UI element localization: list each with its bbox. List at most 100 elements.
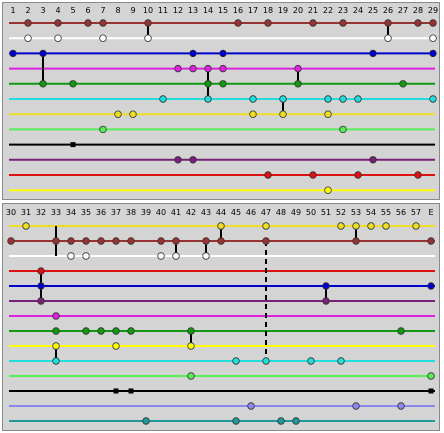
station-node <box>69 80 77 88</box>
station-node <box>279 95 287 103</box>
station-node <box>279 110 287 118</box>
station-node <box>324 110 332 118</box>
station-node <box>264 171 272 179</box>
station-node <box>232 417 240 425</box>
column-label: 27 <box>398 6 408 15</box>
station-node <box>202 237 210 245</box>
station-node <box>189 64 197 73</box>
station-node <box>187 342 195 350</box>
station-node <box>384 34 392 42</box>
column-label: 42 <box>186 208 196 217</box>
stop-marker <box>428 388 434 394</box>
column-label: 49 <box>291 208 301 217</box>
station-node <box>352 237 360 245</box>
column-label: 15 <box>218 6 228 15</box>
station-node <box>339 19 347 27</box>
column-label: E <box>428 208 433 217</box>
column-label: 19 <box>278 6 288 15</box>
station-node <box>294 80 302 88</box>
station-node <box>112 237 120 245</box>
station-node <box>399 80 407 88</box>
station-node <box>37 297 45 305</box>
station-node <box>337 357 345 365</box>
column-label: 17 <box>248 6 258 15</box>
column-label: 8 <box>115 6 120 15</box>
column-label: 35 <box>81 208 91 217</box>
station-node <box>429 34 437 42</box>
column-label: 37 <box>111 208 121 217</box>
column-label: 4 <box>55 6 60 15</box>
column-label: 39 <box>141 208 151 217</box>
station-node <box>22 222 30 230</box>
column-label: 12 <box>173 6 183 15</box>
station-node <box>369 156 377 164</box>
column-label: 45 <box>231 208 241 217</box>
station-node <box>427 282 435 290</box>
station-node <box>277 417 285 425</box>
station-node <box>294 64 302 73</box>
station-node <box>127 237 135 245</box>
stop-marker <box>128 388 134 394</box>
lower-diagram: 30 31 32 33 34 35 36 37 38 39 40 41 42 43 44 45 46 47 48 49… <box>6 208 435 425</box>
column-label: 9 <box>130 6 135 15</box>
station-node <box>352 222 360 230</box>
column-label: 56 <box>396 208 406 217</box>
station-node <box>219 80 227 88</box>
column-label: 44 <box>216 208 226 217</box>
station-node <box>127 327 135 335</box>
station-node <box>189 49 197 58</box>
station-node <box>262 357 270 365</box>
column-label: 43 <box>201 208 211 217</box>
station-node <box>337 222 345 230</box>
station-node <box>324 186 332 194</box>
column-label: 46 <box>246 208 256 217</box>
station-node <box>187 327 195 335</box>
station-node <box>322 282 330 290</box>
station-node <box>204 64 212 73</box>
station-node <box>159 95 167 103</box>
station-node <box>234 19 242 27</box>
column-label: 30 <box>6 208 16 217</box>
station-node <box>52 237 60 245</box>
station-node <box>352 402 360 410</box>
station-node <box>292 417 300 425</box>
column-label: 6 <box>85 6 90 15</box>
column-label: 2 <box>25 6 30 15</box>
column-label: 34 <box>66 208 76 217</box>
station-node <box>112 327 120 335</box>
column-label: 32 <box>36 208 46 217</box>
station-node <box>52 342 60 350</box>
stop-marker <box>70 142 76 148</box>
station-node <box>219 64 227 73</box>
column-label: 51 <box>321 208 331 217</box>
station-node <box>129 110 137 118</box>
station-node <box>99 19 107 27</box>
column-label: 41 <box>171 208 181 217</box>
station-node <box>219 49 227 58</box>
station-node <box>264 19 272 27</box>
station-node <box>217 222 225 230</box>
column-label: 25 <box>368 6 378 15</box>
station-node <box>249 95 257 103</box>
station-node <box>232 357 240 365</box>
station-node <box>412 222 420 230</box>
station-node <box>202 252 210 260</box>
station-node <box>114 110 122 118</box>
station-node <box>309 171 317 179</box>
station-node <box>339 95 347 103</box>
lower-panel: 30 31 32 33 34 35 36 37 38 39 40 41 42 43 44 45 46 47 48 49… <box>2 203 440 431</box>
upper-panel: 1 2 3 4 5 6 7 8 9 10 11 12 13 14 15 16 17 18 19 20 21 22 23 24 2… <box>2 2 440 200</box>
station-node <box>172 252 180 260</box>
column-label: 11 <box>158 6 168 15</box>
column-label: 29 <box>428 6 438 15</box>
station-node <box>24 19 32 27</box>
station-node <box>369 49 377 58</box>
station-node <box>382 222 390 230</box>
column-label: 52 <box>336 208 346 217</box>
station-node <box>427 237 435 245</box>
station-node <box>144 19 152 27</box>
station-node <box>67 237 75 245</box>
station-node <box>144 34 152 42</box>
station-node <box>54 34 62 42</box>
column-label: 33 <box>51 208 61 217</box>
